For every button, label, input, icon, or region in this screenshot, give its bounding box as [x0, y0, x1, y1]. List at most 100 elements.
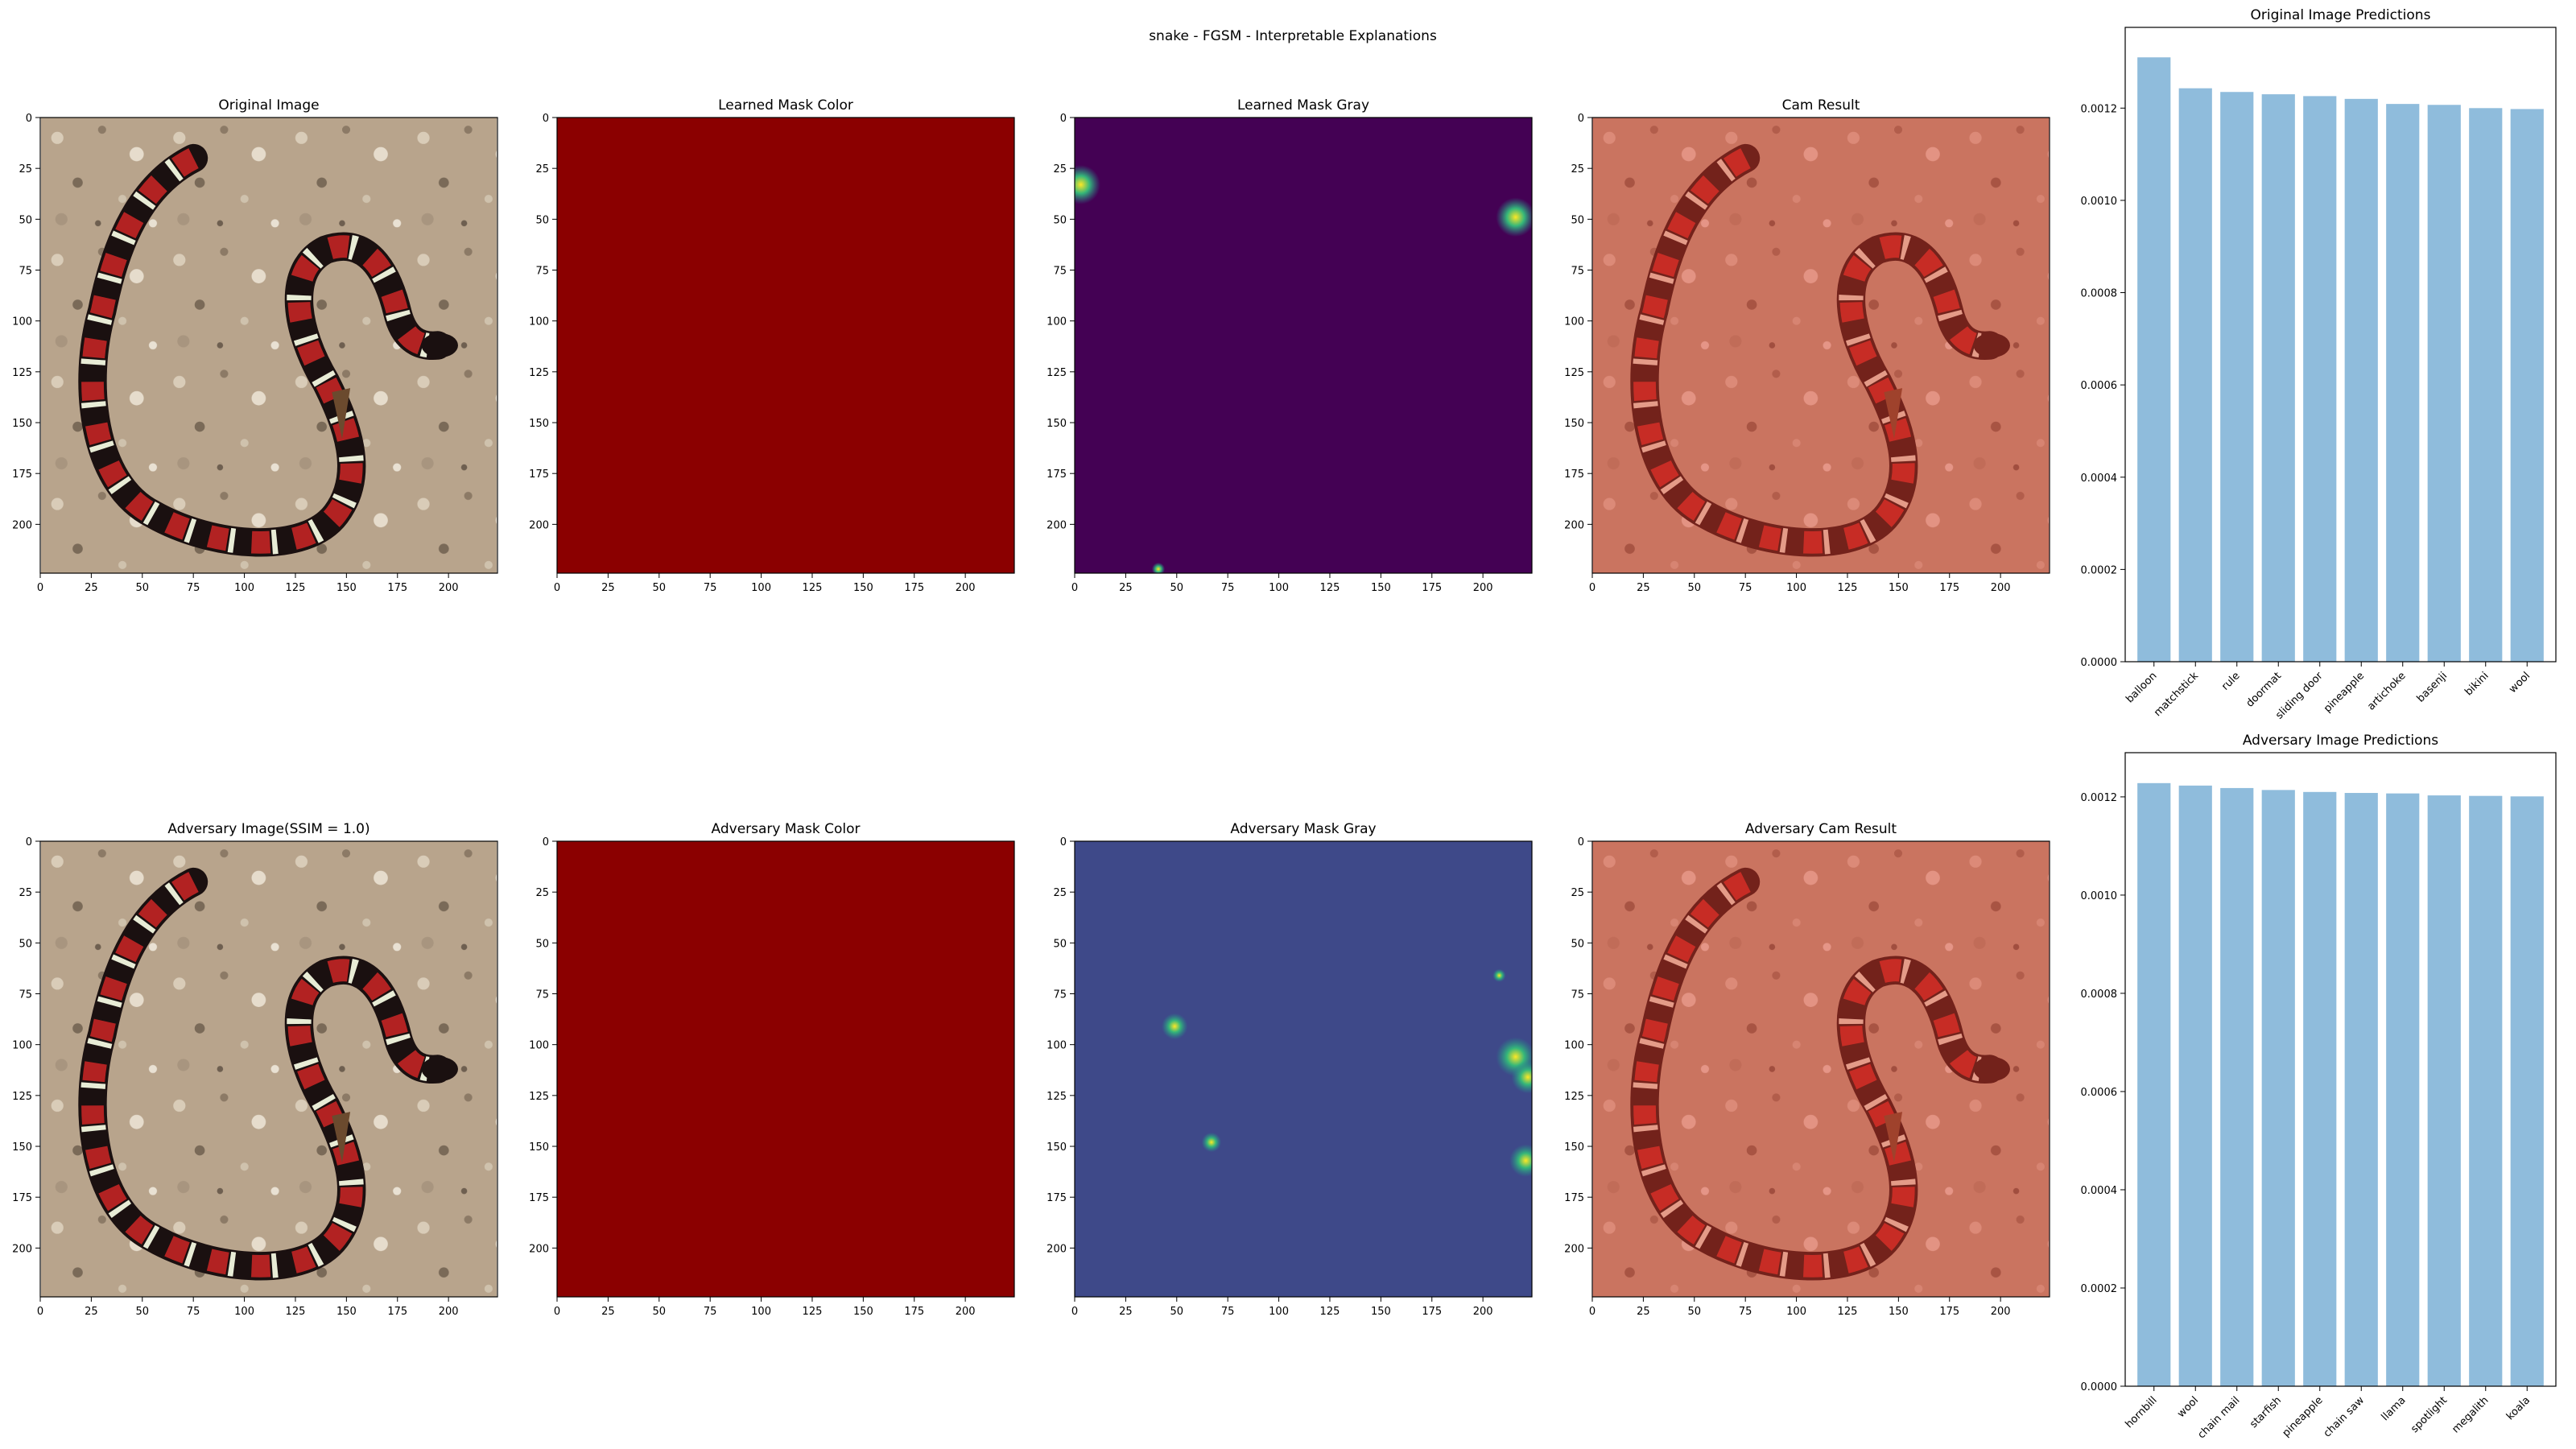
x-tick-label: 200 — [1473, 1306, 1493, 1318]
panel-frame — [39, 117, 498, 574]
x-tick-label: 125 — [803, 1306, 823, 1318]
bar — [2137, 782, 2171, 1386]
panel-frame — [1591, 840, 2050, 1298]
bar — [2510, 796, 2544, 1386]
x-tick-label: 200 — [956, 1306, 976, 1318]
y-tick-label: 0 — [1578, 836, 1584, 848]
y-tick-label: 75 — [1053, 266, 1067, 278]
category-label: koala — [2504, 1394, 2533, 1422]
category-label: starfish — [2248, 1394, 2284, 1430]
y-tick-label: 175 — [529, 1192, 549, 1204]
bar — [2510, 109, 2544, 663]
bar — [2261, 790, 2295, 1386]
y-tick-label: 125 — [1564, 367, 1584, 379]
bar — [2303, 791, 2337, 1386]
y-tick-label: 75 — [1571, 989, 1584, 1001]
x-tick-label: 25 — [1637, 582, 1650, 594]
chart-title: Original Image Predictions — [2251, 7, 2431, 23]
category-label: matchstick — [2152, 670, 2201, 719]
snake-image — [41, 841, 497, 1297]
panel-frame — [1074, 840, 1533, 1298]
x-tick-label: 125 — [1838, 1306, 1858, 1318]
x-tick-label: 150 — [1371, 1306, 1391, 1318]
y-tick-label: 50 — [535, 938, 549, 950]
y-tick-label: 0.0002 — [2081, 1283, 2118, 1295]
x-tick-label: 175 — [387, 582, 407, 594]
x-tick-label: 25 — [85, 582, 98, 594]
x-tick-label: 150 — [853, 1306, 873, 1318]
y-tick-label: 200 — [12, 519, 32, 531]
y-tick-label: 100 — [529, 1040, 549, 1052]
x-tick-label: 125 — [286, 1306, 306, 1318]
x-tick-label: 50 — [1170, 1306, 1184, 1318]
category-label: wool — [2175, 1394, 2201, 1420]
panel-title: Adversary Cam Result — [1745, 821, 1897, 837]
x-tick-label: 100 — [1269, 1306, 1289, 1318]
category-label: hornbill — [2124, 1394, 2160, 1430]
x-tick-label: 25 — [1637, 1306, 1650, 1318]
y-tick-label: 100 — [529, 316, 549, 328]
y-tick-label: 0 — [543, 113, 549, 125]
y-tick-label: 0.0000 — [2081, 1381, 2118, 1393]
chart-frame — [2124, 27, 2557, 663]
x-tick-label: 50 — [136, 1306, 150, 1318]
x-tick-label: 175 — [1939, 582, 1959, 594]
y-tick-label: 0.0010 — [2081, 890, 2118, 902]
y-tick-label: 175 — [1046, 469, 1067, 481]
y-tick-label: 200 — [529, 1243, 549, 1255]
x-tick-label: 125 — [1320, 1306, 1340, 1318]
x-tick-label: 75 — [187, 582, 200, 594]
y-tick-label: 150 — [529, 418, 549, 430]
mask-blob — [1509, 1144, 1532, 1177]
x-tick-label: 100 — [234, 582, 254, 594]
y-tick-label: 75 — [19, 266, 32, 278]
mask-gray-fill — [1075, 841, 1532, 1297]
y-tick-label: 200 — [529, 519, 549, 531]
x-tick-label: 50 — [1688, 1306, 1702, 1318]
y-tick-label: 150 — [529, 1141, 549, 1154]
x-tick-label: 150 — [336, 1306, 357, 1318]
bar — [2469, 795, 2503, 1386]
bar — [2303, 96, 2337, 662]
image-panel: Adversary Mask Gray 0 0 25 25 50 50 75 75 100 100 1… — [1046, 821, 1533, 1318]
y-tick-label: 200 — [1564, 519, 1584, 531]
y-tick-label: 0 — [1060, 836, 1067, 848]
category-label: doormat — [2244, 670, 2285, 710]
mask-blob — [1492, 968, 1506, 982]
x-tick-label: 0 — [1589, 1306, 1596, 1318]
x-tick-label: 0 — [1071, 1306, 1078, 1318]
y-tick-label: 0 — [1578, 113, 1584, 125]
mask-color-fill — [557, 841, 1014, 1297]
x-tick-label: 175 — [904, 582, 924, 594]
x-tick-label: 50 — [136, 582, 150, 594]
category-label: wool — [2507, 670, 2533, 696]
bar — [2261, 94, 2295, 662]
y-tick-label: 100 — [12, 316, 32, 328]
panel-title: Learned Mask Color — [718, 97, 853, 114]
bar — [2386, 104, 2420, 663]
y-tick-label: 125 — [1046, 1091, 1067, 1103]
x-tick-label: 175 — [1422, 1306, 1442, 1318]
panel-title: Adversary Image(SSIM = 1.0) — [167, 821, 369, 837]
x-tick-label: 25 — [601, 1306, 615, 1318]
x-tick-label: 25 — [1119, 582, 1133, 594]
x-tick-label: 0 — [554, 1306, 560, 1318]
x-tick-label: 200 — [439, 582, 459, 594]
y-tick-label: 50 — [19, 214, 32, 226]
bar — [2220, 92, 2254, 662]
mask-blob — [1151, 562, 1166, 573]
y-tick-label: 100 — [1564, 316, 1584, 328]
x-tick-label: 75 — [704, 1306, 717, 1318]
x-tick-label: 200 — [1991, 582, 2011, 594]
image-panel: Adversary Cam Result 0 0 25 25 50 50 75 75 100 100… — [1564, 821, 2050, 1318]
y-tick-label: 125 — [1046, 367, 1067, 379]
y-tick-label: 0.0004 — [2081, 1185, 2118, 1197]
bar — [2386, 793, 2420, 1386]
y-tick-label: 125 — [12, 1091, 32, 1103]
x-tick-label: 125 — [1320, 582, 1340, 594]
y-tick-label: 0 — [1060, 113, 1067, 125]
x-tick-label: 50 — [653, 1306, 667, 1318]
category-label: chain saw — [2322, 1394, 2368, 1440]
y-tick-label: 0.0006 — [2081, 1087, 2118, 1099]
